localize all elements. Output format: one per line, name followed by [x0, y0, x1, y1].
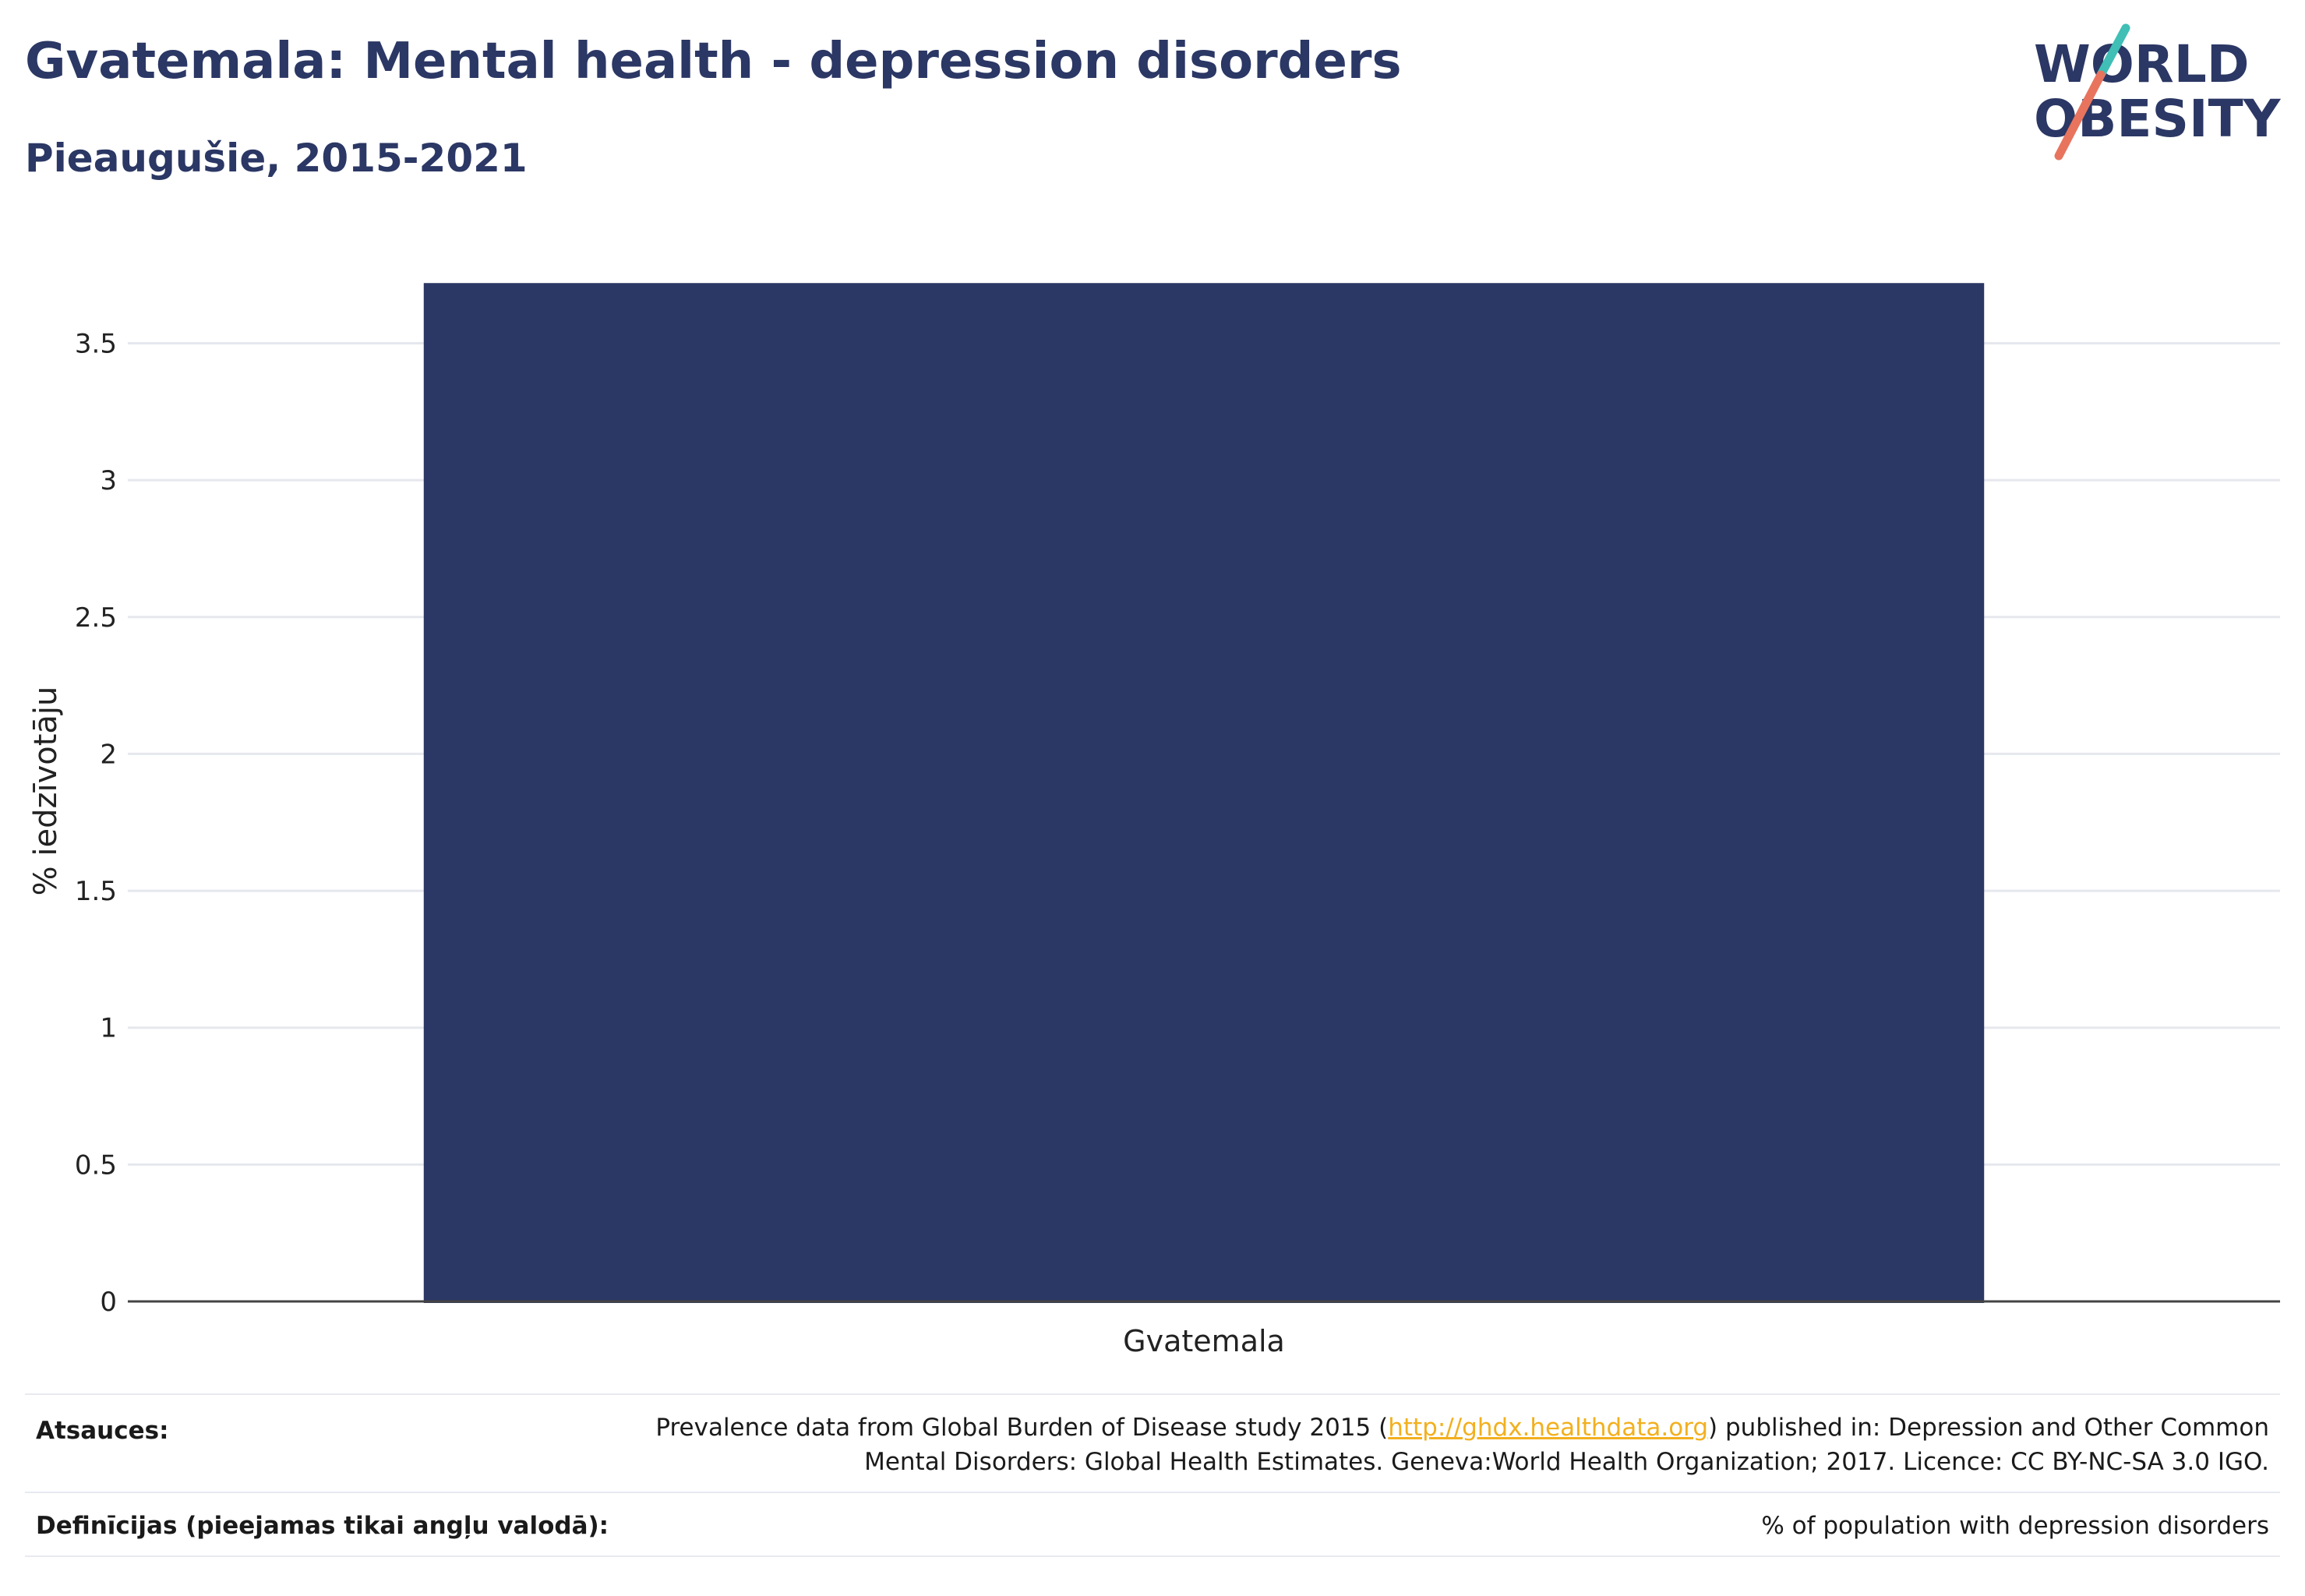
y-tick-label: 0.5	[75, 1149, 117, 1181]
y-tick-label: 2.5	[75, 602, 117, 634]
chart-title: Gvatemala: Mental health - depression di…	[25, 33, 1402, 90]
y-tick-label: 0	[100, 1287, 117, 1318]
x-axis-labels: Gvatemala	[1123, 1324, 1285, 1358]
bar-chart: 0 0.5 1 1.5 2 2.5 3 3.5 Gvatemala % iedzīvotāju	[28, 283, 2280, 1358]
definitions-value: % of population with depression disorder…	[1761, 1512, 2269, 1540]
sources-label: Atsauces:	[36, 1417, 169, 1445]
definitions-label: Definīcijas (pieejamas tikai angļu valod…	[36, 1512, 609, 1540]
bar[interactable]	[423, 283, 1985, 1304]
bars	[423, 283, 1985, 1304]
chart-subtitle: Pieaugušie, 2015-2021	[25, 136, 528, 181]
sources-text: Prevalence data from Global Burden of Di…	[655, 1411, 2269, 1479]
y-tick-label: 1	[100, 1013, 117, 1044]
logo-slash-coral	[2054, 70, 2106, 161]
sources-line2: Mental Disorders: Global Health Estimate…	[864, 1448, 2269, 1476]
sources-line1-post: ) published in: Depression and Other Com…	[1708, 1414, 2269, 1442]
y-tick-label: 2	[100, 739, 117, 770]
sources-link[interactable]: http://ghdx.healthdata.org	[1388, 1414, 1709, 1442]
footer-divider-middle	[25, 1492, 2280, 1493]
y-axis-title: % iedzīvotāju	[28, 687, 64, 896]
logo-slash-teal	[2096, 23, 2130, 79]
logo-line1: WORLD	[2034, 34, 2250, 94]
world-obesity-logo: WORLD OBESITY	[2034, 23, 2282, 161]
x-category-label: Gvatemala	[1123, 1324, 1285, 1358]
footer-divider-top	[25, 1393, 2280, 1395]
y-tick-label: 1.5	[75, 876, 117, 907]
sources-line1-pre: Prevalence data from Global Burden of Di…	[655, 1414, 1389, 1442]
y-axis-ticks: 0 0.5 1 1.5 2 2.5 3 3.5	[75, 329, 117, 1318]
y-tick-label: 3.5	[75, 329, 117, 360]
footer-divider-bottom	[25, 1555, 2280, 1557]
y-tick-label: 3	[100, 465, 117, 496]
